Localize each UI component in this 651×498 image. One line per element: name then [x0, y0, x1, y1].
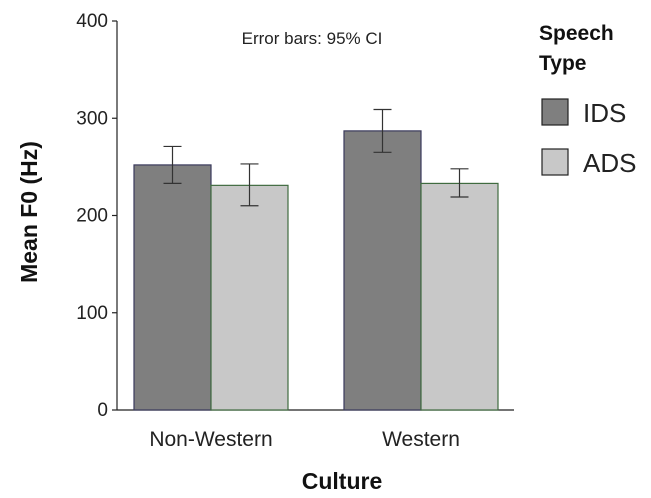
y-tick-label-100: 100: [76, 303, 108, 324]
plot-area: [117, 21, 514, 410]
legend-label-ads: ADS: [583, 148, 636, 178]
legend-title-line2: Type: [539, 52, 586, 75]
bar-ids-western: [344, 131, 421, 410]
legend-swatch-ids: [542, 99, 568, 125]
x-tick-label-non-western: Non-Western: [149, 428, 272, 451]
y-tick-label-300: 300: [76, 108, 108, 129]
legend-swatch-ads: [542, 149, 568, 175]
x-axis-title: Culture: [302, 468, 383, 494]
y-axis-title: Mean F0 (Hz): [16, 141, 42, 283]
y-tick-label-0: 0: [97, 400, 108, 421]
x-tick-label-western: Western: [382, 428, 460, 451]
bar-ads-non-western: [211, 185, 288, 410]
legend-title-line1: Speech: [539, 22, 614, 45]
legend-label-ids: IDS: [583, 98, 626, 128]
legend: Speech Type IDS ADS: [539, 22, 636, 178]
bar-ads-western: [421, 183, 498, 410]
bar-ids-non-western: [134, 165, 211, 410]
error-bars-note: Error bars: 95% CI: [242, 29, 383, 48]
y-tick-label-400: 400: [76, 11, 108, 32]
y-tick-label-200: 200: [76, 206, 108, 227]
x-axis-labels: Non-Western Western: [149, 428, 460, 451]
y-axis-ticks: 0 100 200 300 400: [76, 11, 117, 421]
